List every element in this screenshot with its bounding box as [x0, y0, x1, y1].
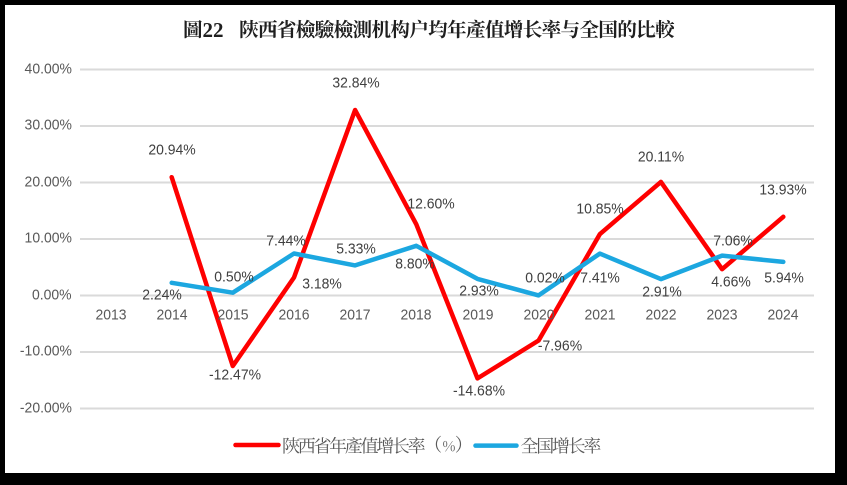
svg-text:22: 22 — [203, 18, 224, 42]
